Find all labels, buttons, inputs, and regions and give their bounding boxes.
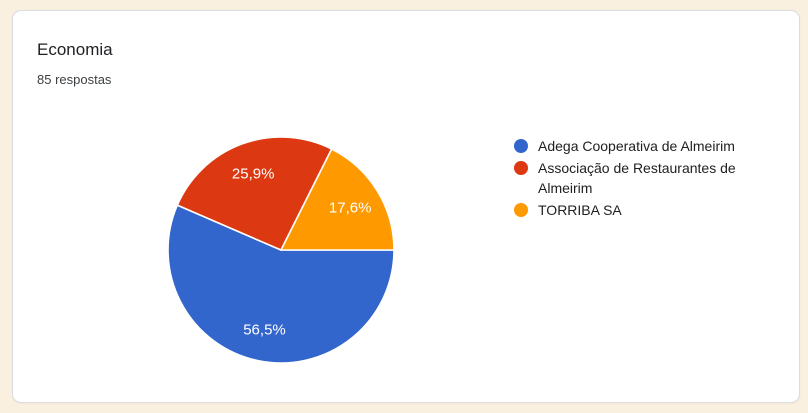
legend-label: TORRIBA SA xyxy=(538,202,622,218)
pie-slice-1[interactable] xyxy=(167,204,395,364)
pie-slice-3[interactable] xyxy=(280,148,395,251)
legend-dot-icon xyxy=(514,203,528,217)
chart-legend: Adega Cooperativa de Almeirim Associação… xyxy=(514,136,776,220)
legend-item-3: TORRIBA SA xyxy=(514,200,776,220)
pie-slice-2[interactable] xyxy=(176,136,333,251)
question-title: Economia xyxy=(37,40,113,59)
legend-dot-icon xyxy=(514,161,528,175)
pie-slice-percentage: 56,5% xyxy=(243,322,286,339)
legend-label: Associação de Restaurantes de Almeirim xyxy=(538,160,736,196)
legend-label: Adega Cooperativa de Almeirim xyxy=(538,138,735,154)
pie-slice-percentage: 17,6% xyxy=(329,199,372,216)
pie-slice-percentage: 25,9% xyxy=(232,166,275,183)
response-count: 85 respostas xyxy=(37,72,112,87)
question-summary-card: Economia 85 respostas 56,5% 25,9% 17,6% Ad… xyxy=(12,10,800,403)
pie-chart[interactable]: 56,5% 25,9% 17,6% xyxy=(166,135,396,365)
legend-dot-icon xyxy=(514,139,528,153)
legend-item-1: Adega Cooperativa de Almeirim xyxy=(514,136,776,156)
legend-item-2: Associação de Restaurantes de Almeirim xyxy=(514,158,776,198)
